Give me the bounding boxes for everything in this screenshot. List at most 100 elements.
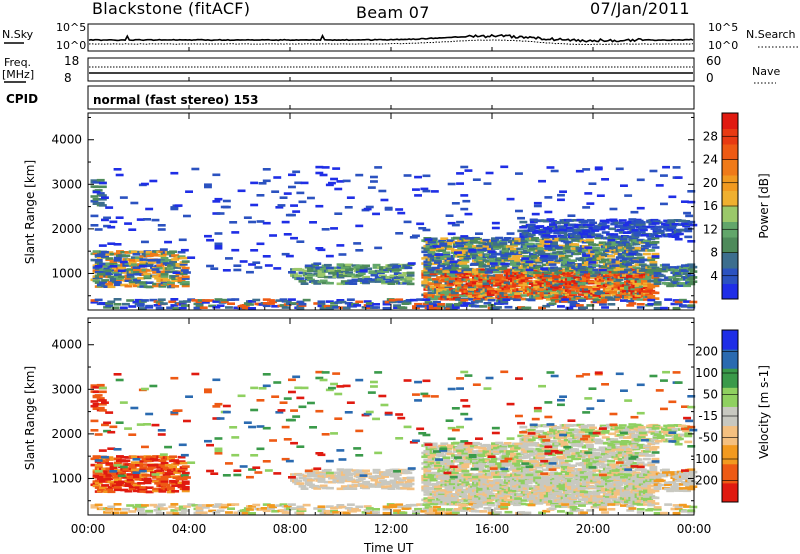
power-cell: [424, 238, 433, 241]
power-cell: [214, 197, 223, 201]
power-cell: [264, 264, 273, 267]
power-cell: [132, 266, 141, 269]
power-cell: [681, 222, 689, 226]
power-cell: [537, 244, 546, 248]
power-cell: [181, 275, 190, 279]
power-cell: [619, 275, 628, 279]
velocity-cell: [632, 487, 641, 490]
power-cell: [510, 247, 518, 251]
velocity-cell: [554, 480, 563, 484]
power-cell: [607, 298, 616, 301]
power-cell: [422, 298, 431, 301]
power-cell: [365, 304, 374, 308]
velocity-cell: [425, 472, 434, 475]
power-cell: [674, 278, 683, 281]
power-cell: [548, 263, 557, 266]
power-cell: [574, 225, 583, 228]
power-cell: [124, 277, 133, 280]
power-cell: [384, 208, 393, 211]
power-cell: [645, 276, 654, 279]
velocity-cell: [105, 477, 114, 480]
power-cell: [646, 235, 655, 238]
power-cell: [583, 288, 592, 291]
velocity-cell: [374, 481, 383, 484]
power-cell: [662, 266, 670, 269]
velocity-cell: [533, 475, 542, 478]
velocity-cell: [135, 478, 143, 481]
velocity-cell: [398, 468, 406, 472]
power-cell: [160, 272, 169, 276]
power-cell: [514, 292, 523, 295]
power-cell: [99, 268, 107, 271]
velocity-cell: [103, 470, 112, 473]
velocity-cell: [636, 487, 645, 491]
power-cell: [630, 260, 639, 263]
power-cell: [467, 272, 476, 275]
power-cell: [296, 240, 305, 243]
power-cell: [607, 268, 615, 271]
velocity-cell: [438, 477, 447, 480]
velocity-cell: [96, 488, 105, 492]
velocity-cell: [600, 487, 609, 490]
nave-tick-high: 60: [706, 54, 721, 68]
power-cell: [574, 230, 583, 234]
power-cell: [225, 257, 233, 260]
power-cell: [482, 284, 491, 288]
power-cell: [684, 235, 693, 239]
power-cell: [554, 237, 563, 241]
velocity-cell: [99, 469, 107, 473]
power-cell: [674, 269, 683, 272]
velocity-cell: [133, 489, 141, 493]
power-cell: [636, 260, 645, 264]
power-cell: [558, 295, 567, 298]
velocity-cell: [313, 487, 322, 490]
power-cell: [252, 298, 261, 302]
power-cell: [630, 250, 639, 254]
power-cell: [532, 231, 540, 234]
velocity-cell: [109, 482, 118, 486]
velocity-cell: [427, 473, 436, 477]
power-cell: [586, 266, 594, 270]
power-cell: [651, 246, 660, 249]
power-cell: [654, 234, 663, 238]
velocity-cell: [474, 502, 482, 505]
power-cell: [103, 267, 112, 270]
power-cell: [482, 274, 491, 277]
velocity-cell: [505, 473, 514, 477]
power-cell: [139, 261, 148, 264]
power-cell: [647, 283, 656, 286]
power-cell: [90, 258, 99, 262]
power-cell: [535, 280, 544, 284]
power-cell: [174, 204, 183, 207]
power-cell: [524, 280, 533, 283]
power-cell: [304, 272, 313, 276]
power-cell: [374, 280, 383, 283]
velocity-cell: [548, 495, 556, 498]
velocity-cell: [450, 479, 459, 483]
velocity-cell: [304, 481, 313, 484]
power-cell: [427, 282, 436, 286]
power-cell: [689, 276, 698, 279]
power-cell: [503, 281, 512, 285]
power-cell: [152, 284, 160, 288]
velocity-cell: [113, 457, 122, 461]
power-cell: [472, 281, 480, 285]
power-cell: [467, 289, 476, 293]
power-cell: [505, 245, 514, 248]
velocity-cell: [167, 486, 175, 489]
power-cell: [457, 285, 466, 289]
power-cell: [237, 189, 246, 193]
power-cell: [135, 273, 143, 276]
power-cell: [319, 267, 328, 271]
power-cell: [495, 274, 504, 277]
velocity-cell: [429, 442, 438, 446]
velocity-cell: [651, 474, 660, 478]
nave-label: Nave: [752, 65, 780, 78]
velocity-cell: [143, 480, 152, 483]
power-cell: [296, 306, 305, 310]
power-cell: [667, 221, 676, 224]
power-cell: [446, 272, 455, 275]
velocity-cell: [520, 484, 529, 488]
power-cell: [109, 265, 118, 268]
power-cell: [99, 281, 107, 284]
